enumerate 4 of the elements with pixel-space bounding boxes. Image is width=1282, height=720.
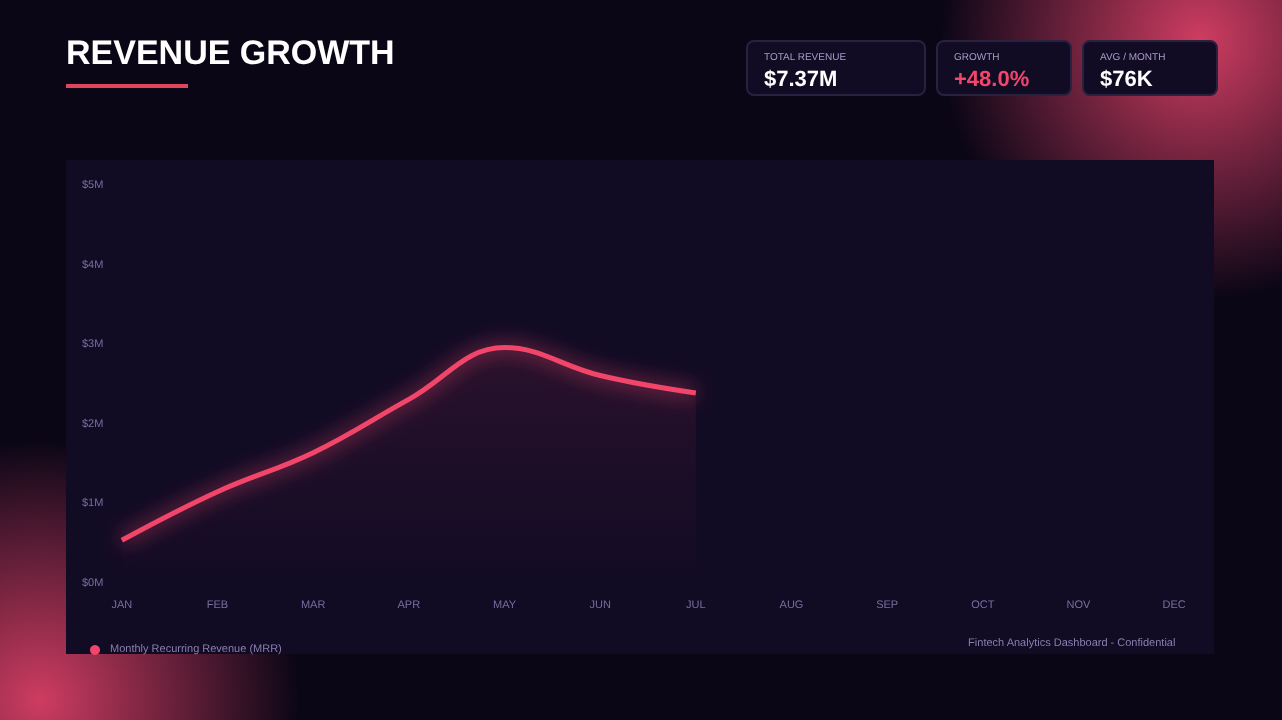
chart-title: REVENUE GROWTH — [66, 34, 395, 74]
text: $7.37M — [764, 68, 840, 92]
text: $76K — [1100, 68, 1155, 92]
text: +48.0% — [954, 68, 1032, 92]
